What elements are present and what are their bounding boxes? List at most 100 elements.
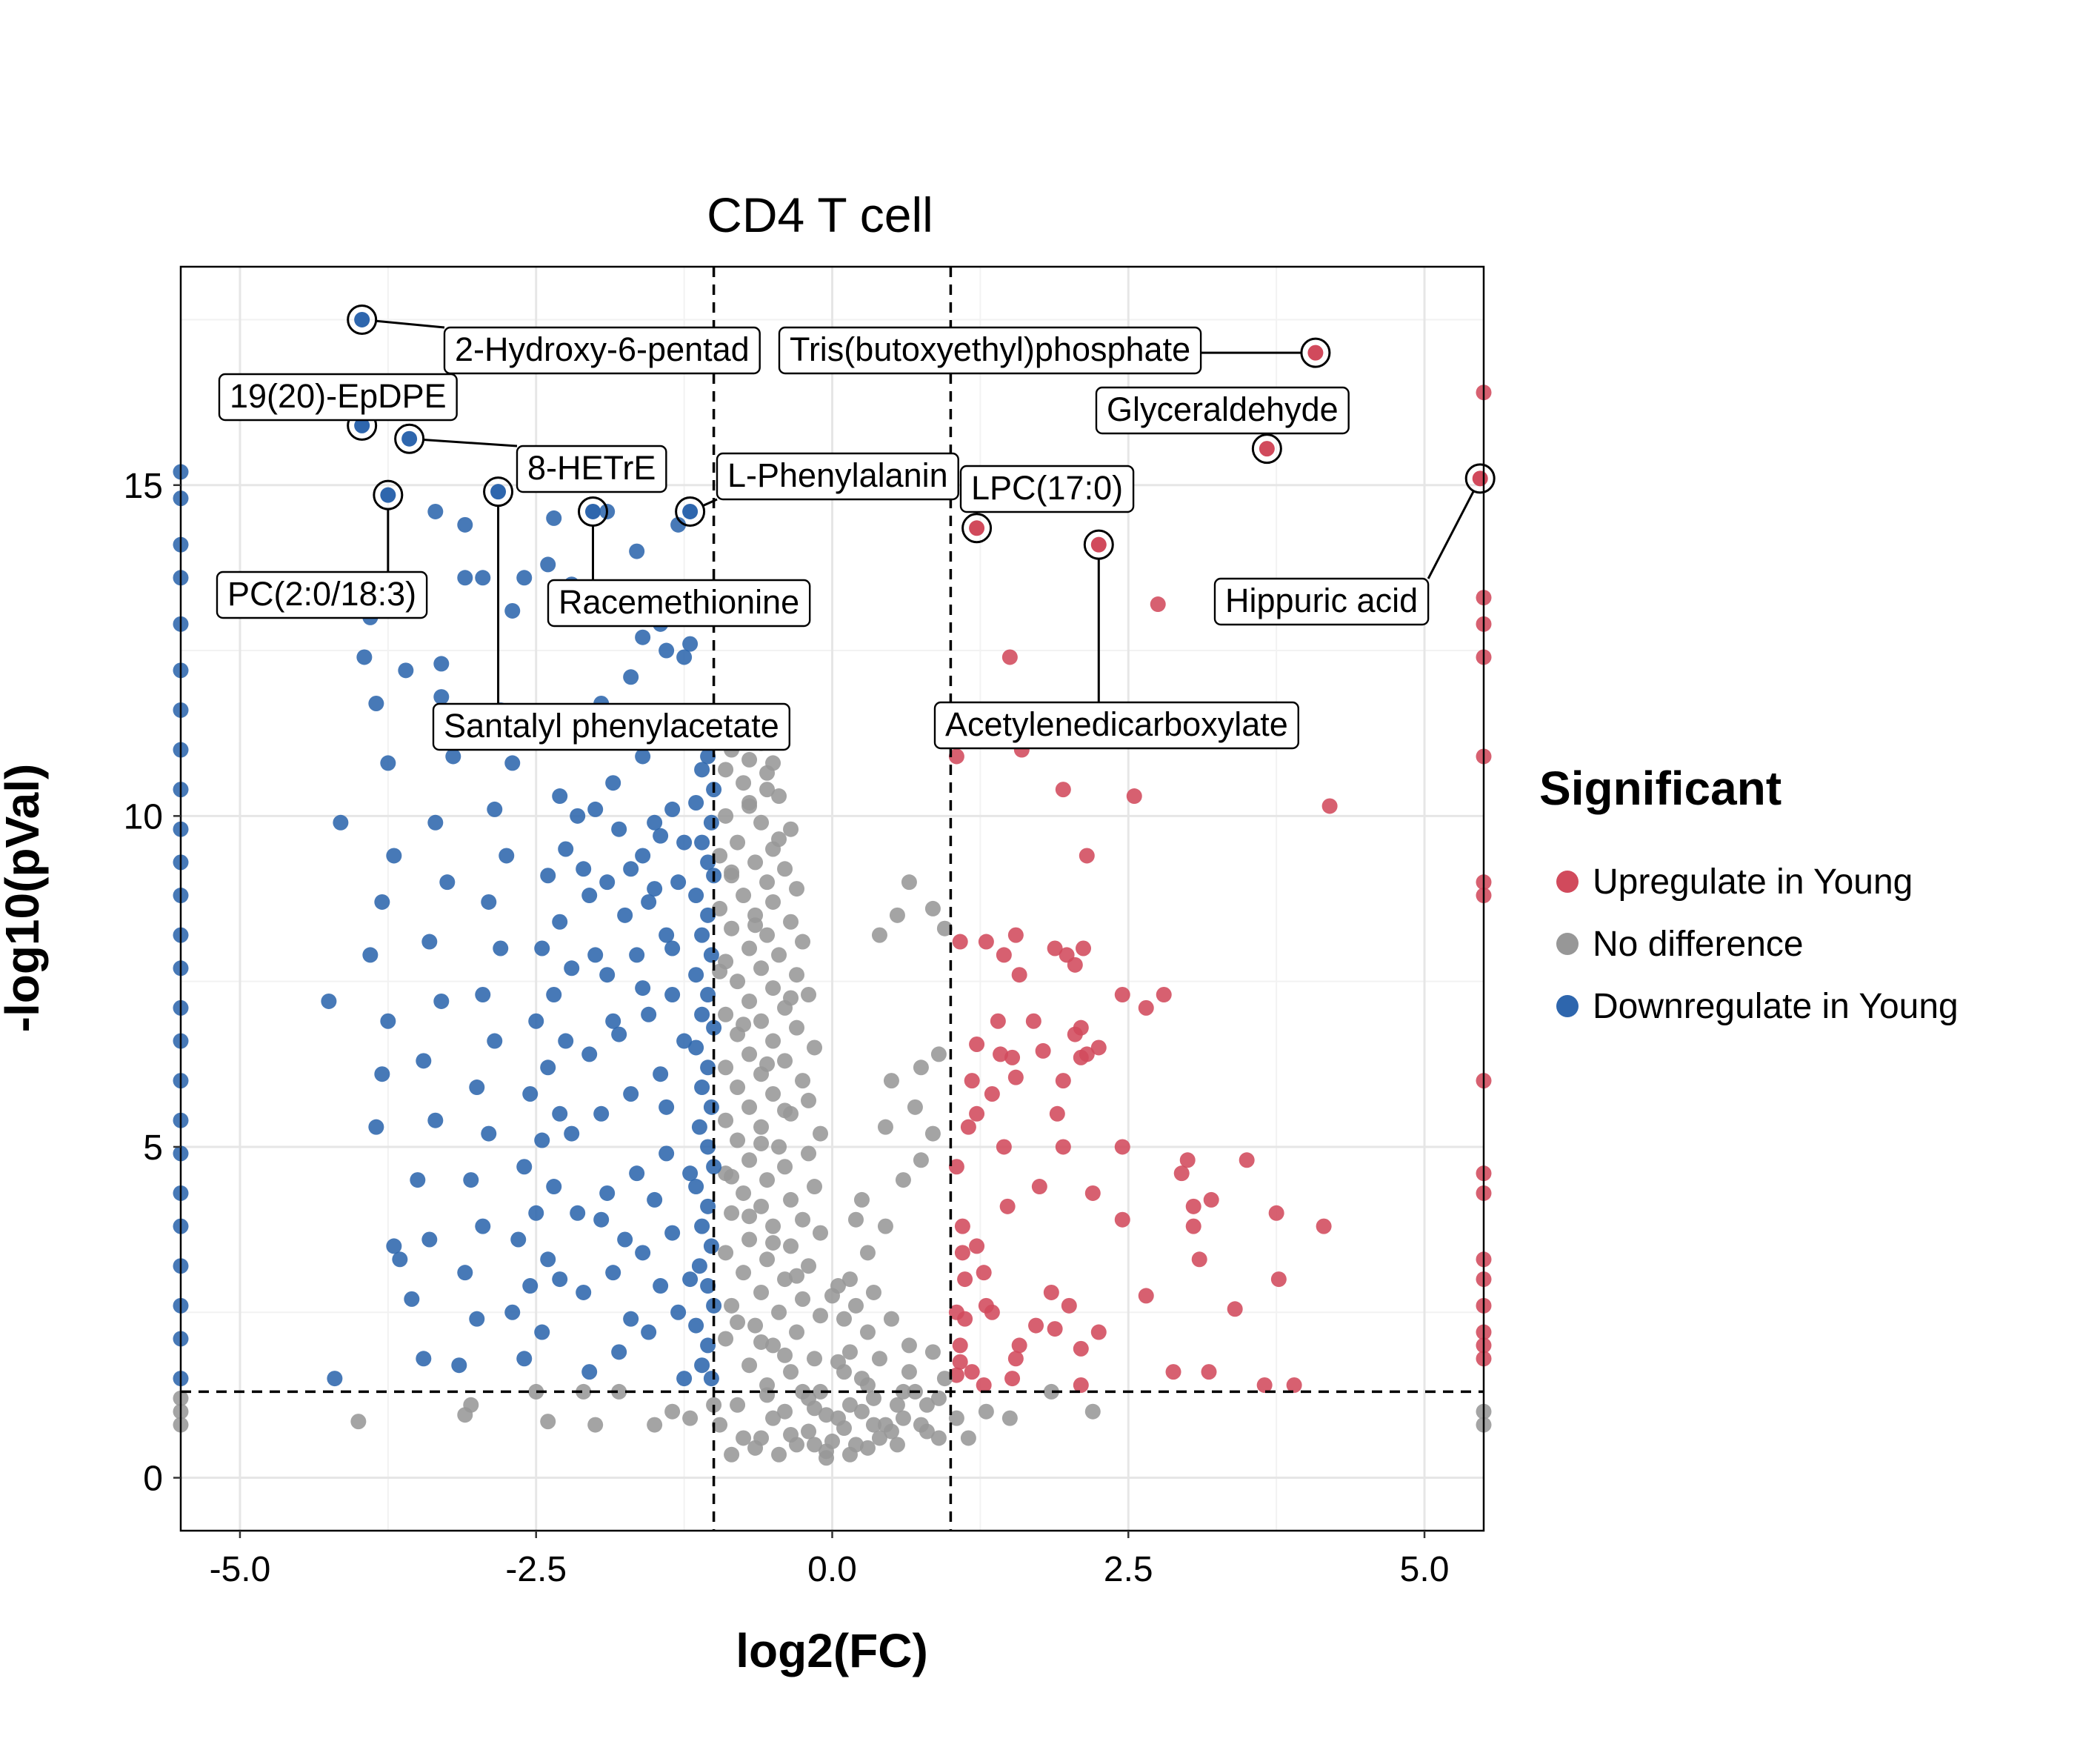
data-point <box>623 861 639 877</box>
point-label-text: PC(2:0/18:3) <box>227 575 416 613</box>
data-point <box>741 1208 758 1225</box>
data-point <box>664 1403 681 1420</box>
data-point <box>1035 1042 1051 1059</box>
data-point <box>552 914 568 930</box>
data-point <box>836 1311 852 1327</box>
label-box <box>933 701 1299 750</box>
chart-title: CD4 T cell <box>707 187 933 242</box>
highlighted-points <box>347 304 1496 560</box>
data-point <box>1025 1013 1041 1029</box>
data-point <box>1004 1371 1021 1387</box>
data-point <box>469 1311 485 1327</box>
data-point <box>546 987 562 1003</box>
label-box <box>443 326 761 375</box>
label-connector <box>376 319 445 329</box>
y-tick-label: 5 <box>143 1128 163 1168</box>
data-point <box>605 1265 621 1281</box>
data-point <box>859 1324 876 1340</box>
data-point <box>457 570 473 586</box>
data-point <box>907 1099 923 1115</box>
data-point <box>552 1271 568 1288</box>
highlighted-point <box>354 311 370 327</box>
data-point <box>593 1105 610 1122</box>
data-point <box>694 1357 710 1374</box>
data-point <box>765 1085 781 1102</box>
data-point <box>706 1019 722 1036</box>
data-point <box>659 642 675 659</box>
data-point <box>741 1231 758 1248</box>
data-point <box>718 1112 734 1128</box>
data-point <box>356 649 373 665</box>
highlighted-point <box>584 503 601 519</box>
data-point <box>682 636 699 652</box>
data-point <box>611 1026 627 1042</box>
data-point <box>564 1125 580 1142</box>
data-point <box>611 821 627 837</box>
data-point <box>730 974 746 990</box>
data-point <box>700 854 716 871</box>
data-point <box>552 788 568 805</box>
label-connector <box>423 439 518 448</box>
data-point <box>1073 1049 1089 1065</box>
label-box <box>1095 386 1350 435</box>
data-point <box>777 1271 793 1288</box>
data-point <box>653 828 669 844</box>
data-point <box>813 1225 829 1241</box>
data-point <box>952 1354 968 1370</box>
series-no-difference <box>173 719 1492 1466</box>
data-point <box>1321 798 1338 814</box>
data-point <box>688 1039 704 1056</box>
data-point <box>895 1410 911 1426</box>
data-point <box>647 814 663 831</box>
data-point <box>765 1410 781 1426</box>
data-point <box>883 1311 899 1327</box>
data-point <box>712 848 728 864</box>
data-point <box>952 1337 968 1354</box>
data-point <box>865 1417 881 1433</box>
data-point <box>783 1426 799 1443</box>
data-point <box>984 1085 1000 1102</box>
data-point <box>540 1414 556 1430</box>
data-point <box>813 1308 829 1324</box>
data-point <box>877 1218 893 1234</box>
x-tick-label: 2.5 <box>1104 1550 1153 1589</box>
data-point <box>1201 1364 1217 1380</box>
label-box <box>778 326 1202 375</box>
point-label-text: LPC(17:0) <box>971 469 1123 507</box>
data-point <box>1001 649 1018 665</box>
data-point <box>948 1159 964 1175</box>
data-point <box>964 1364 980 1380</box>
data-point <box>587 801 604 817</box>
data-point <box>736 1185 752 1201</box>
data-point <box>759 1251 776 1268</box>
data-point <box>889 1437 905 1453</box>
data-point <box>1114 1211 1130 1228</box>
data-point <box>841 1446 858 1463</box>
data-point <box>540 868 556 884</box>
data-point <box>623 669 639 685</box>
data-point <box>724 1297 740 1314</box>
data-point <box>504 602 521 619</box>
data-point <box>747 917 764 934</box>
data-point <box>747 1317 764 1334</box>
data-point <box>457 516 473 533</box>
data-point <box>736 888 752 904</box>
data-point <box>741 1152 758 1168</box>
data-point <box>990 1013 1006 1029</box>
data-point <box>1268 1205 1284 1221</box>
data-point <box>753 960 770 977</box>
data-point <box>765 1033 781 1049</box>
data-point <box>659 1145 675 1162</box>
data-point <box>783 1364 799 1380</box>
data-point <box>789 881 805 897</box>
data-point <box>841 1397 858 1413</box>
data-point <box>777 861 793 877</box>
legend-label: Downregulate in Young <box>1593 987 1959 1026</box>
data-point <box>469 1079 485 1096</box>
data-point <box>676 834 693 851</box>
data-point <box>682 1410 699 1426</box>
data-point <box>883 1073 899 1089</box>
data-point <box>504 1304 521 1320</box>
data-point <box>457 1265 473 1281</box>
data-point <box>581 1364 598 1380</box>
